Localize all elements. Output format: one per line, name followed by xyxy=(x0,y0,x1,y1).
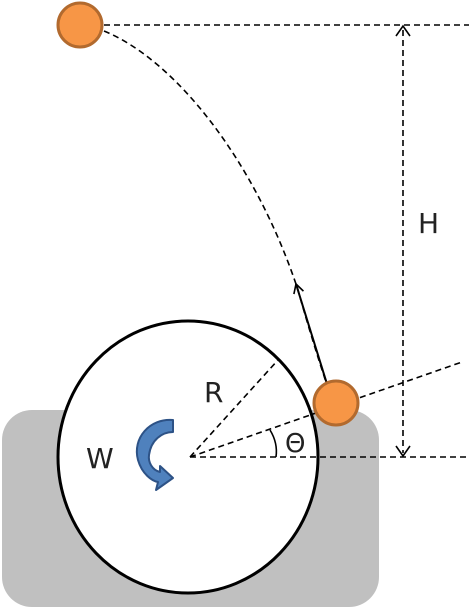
radius-label: R xyxy=(204,376,223,409)
height-arrow-top xyxy=(395,24,411,37)
ball-apex xyxy=(56,1,104,49)
height-label: H xyxy=(418,207,439,240)
angular-velocity-label: W xyxy=(86,442,114,475)
velocity-arrow xyxy=(293,282,328,385)
ball-launch xyxy=(312,379,360,427)
angle-label: Θ xyxy=(285,429,305,459)
radius-line xyxy=(189,359,279,458)
height-arrow-bottom xyxy=(395,445,411,458)
angle-arc xyxy=(269,429,278,458)
wheel xyxy=(56,319,320,595)
trajectory-curve xyxy=(103,30,328,386)
rotation-arrow-icon xyxy=(135,418,174,491)
